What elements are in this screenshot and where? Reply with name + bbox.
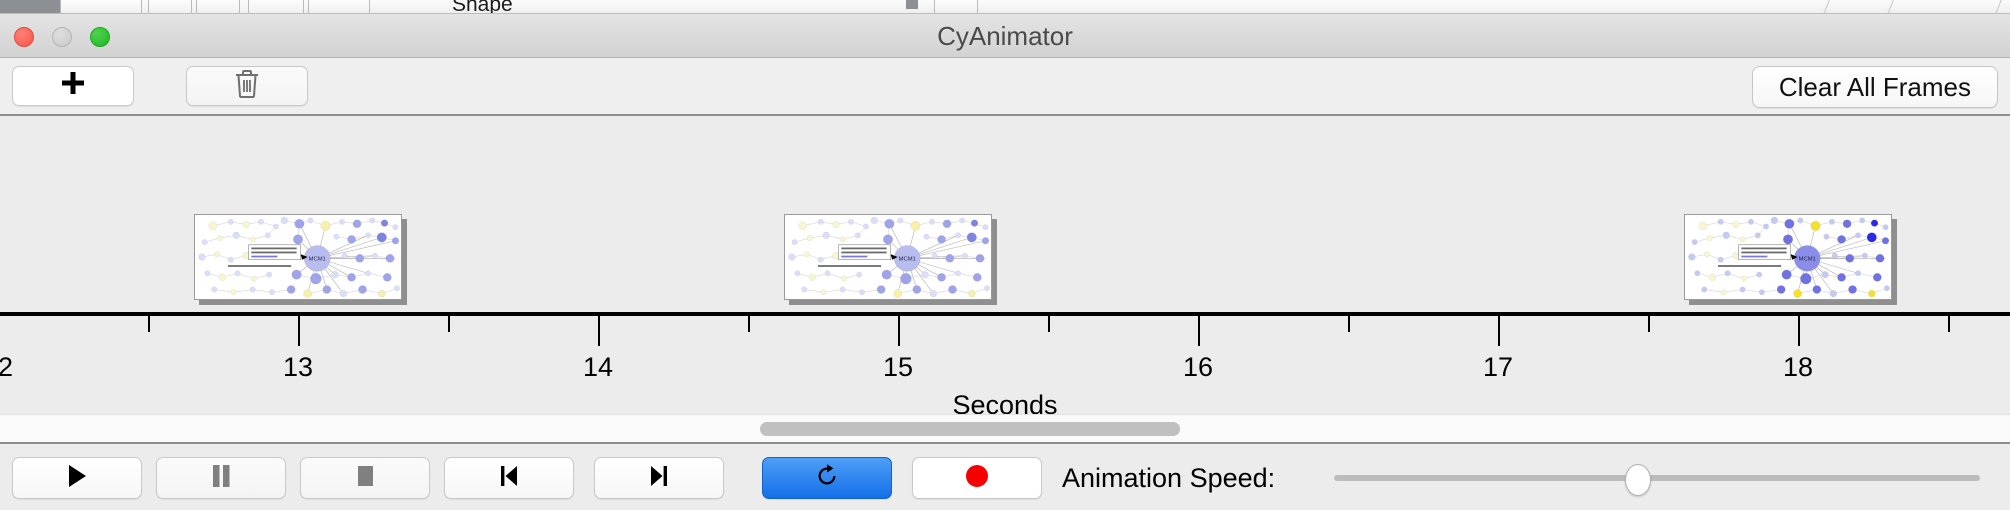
ruler-tick-label: 13 — [282, 352, 314, 382]
ruler-tick — [748, 316, 750, 332]
svg-text:MCM1: MCM1 — [899, 257, 916, 263]
plus-icon — [59, 69, 87, 103]
play-button[interactable] — [12, 457, 142, 499]
loop-button[interactable] — [762, 457, 892, 499]
frame-thumbnail[interactable]: MCM1 — [1684, 214, 1897, 305]
svg-text:MCM1: MCM1 — [309, 257, 326, 263]
ruler-tick-label: 16 — [1182, 352, 1214, 382]
trash-icon — [234, 69, 260, 104]
skip-to-end-icon — [646, 463, 672, 494]
toolbar: Clear All Frames — [0, 58, 2010, 114]
background-tab — [60, 0, 142, 13]
ruler-tick — [898, 316, 900, 346]
frame-thumbnail-image: MCM1 — [1684, 214, 1892, 300]
delete-frame-button[interactable] — [186, 66, 308, 106]
timeline-scrollbar-thumb[interactable] — [760, 422, 1180, 436]
pause-button[interactable] — [156, 457, 286, 499]
ruler-tick — [1348, 316, 1350, 332]
ruler-baseline — [0, 312, 2010, 316]
pause-icon — [209, 463, 233, 494]
background-tab-active — [0, 0, 60, 13]
frames-track[interactable]: MCM1 MCM1 MCM1 — [0, 116, 2010, 312]
skip-to-start-button[interactable] — [444, 457, 574, 499]
animation-speed-track[interactable] — [1334, 475, 1980, 481]
minimize-window-button[interactable] — [52, 27, 72, 47]
background-tab — [248, 0, 304, 13]
clear-all-frames-button[interactable]: Clear All Frames — [1751, 66, 1998, 108]
frame-thumbnail[interactable]: MCM1 — [784, 214, 997, 305]
ruler-tick-label: 15 — [882, 352, 914, 382]
background-cut-label: Shape — [452, 0, 513, 14]
ruler-tick-label: 14 — [582, 352, 614, 382]
animation-speed-thumb[interactable] — [1625, 464, 1652, 496]
window-titlebar[interactable]: CyAnimator — [0, 14, 2010, 58]
background-divider — [1823, 0, 1830, 13]
close-window-button[interactable] — [14, 27, 34, 47]
stop-icon — [353, 463, 377, 494]
ruler-tick — [1948, 316, 1950, 332]
ruler-tick — [298, 316, 300, 346]
ruler-tick-label: 17 — [1482, 352, 1514, 382]
add-frame-button[interactable] — [12, 66, 134, 106]
play-icon — [65, 463, 89, 494]
ruler-tick-label: 12 — [0, 352, 14, 382]
background-tab — [148, 0, 192, 13]
background-marker — [906, 0, 918, 9]
background-divider — [1887, 0, 1894, 13]
ruler-tick — [1198, 316, 1200, 346]
record-button[interactable] — [912, 457, 1042, 499]
skip-to-end-button[interactable] — [594, 457, 724, 499]
animation-speed-slider[interactable] — [1334, 457, 1980, 499]
ruler-tick — [148, 316, 150, 332]
timeline-scrollbar[interactable] — [0, 414, 2010, 444]
ruler-tick — [1798, 316, 1800, 346]
background-tab — [934, 0, 978, 13]
window-title: CyAnimator — [937, 21, 1073, 51]
stop-button[interactable] — [300, 457, 430, 499]
ruler-tick — [1648, 316, 1650, 332]
frame-thumbnail[interactable]: MCM1 — [194, 214, 407, 305]
maximize-window-button[interactable] — [90, 27, 110, 47]
ruler-tick — [448, 316, 450, 332]
skip-to-start-icon — [496, 463, 522, 494]
background-tab — [196, 0, 240, 13]
loop-icon — [813, 462, 841, 495]
ruler-tick-label: 18 — [1782, 352, 1814, 382]
background-divider — [1995, 0, 2002, 13]
ruler-tick — [1048, 316, 1050, 332]
frame-thumbnail-image: MCM1 — [194, 214, 402, 300]
animation-speed-label: Animation Speed: — [1062, 463, 1276, 493]
background-tab — [308, 0, 370, 13]
background-window-strip: Shape — [0, 0, 2010, 14]
svg-text:MCM1: MCM1 — [1799, 257, 1816, 263]
frame-thumbnail-image: MCM1 — [784, 214, 992, 300]
ruler-tick — [1498, 316, 1500, 346]
record-icon — [964, 463, 990, 494]
ruler-tick — [598, 316, 600, 346]
playback-toolbar: Animation Speed: — [0, 446, 2010, 510]
